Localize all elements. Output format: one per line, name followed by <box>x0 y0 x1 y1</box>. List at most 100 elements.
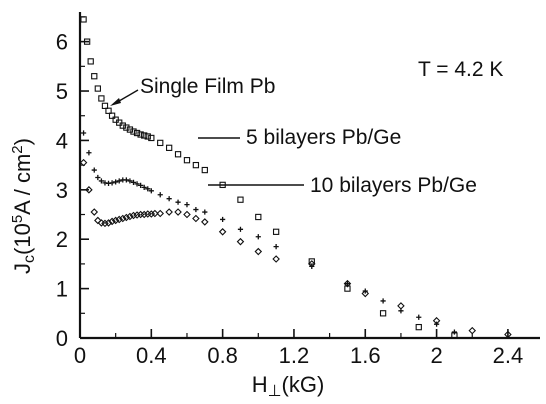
10-bilayers-pb-ge-point <box>432 316 441 325</box>
5-bilayers-pb-ge-point <box>91 167 97 173</box>
single-film-pb-point <box>94 85 101 92</box>
single-film-pb-point <box>123 124 130 131</box>
single-film-pb-point <box>80 16 87 23</box>
10-bilayers-pb-ge-point <box>151 209 159 218</box>
10-bilayers-pb-ge-point <box>133 211 141 219</box>
5-bilayers-pb-ge-point <box>134 181 140 187</box>
10-bilayers-pb-ge-point <box>236 237 245 246</box>
5-bilayers-pb-ge-point <box>157 192 163 198</box>
y-title-main: J <box>10 263 35 274</box>
10-bilayers-pb-ge-point <box>343 279 352 288</box>
x-title-main: H <box>252 372 268 397</box>
10-bilayers-pb-ge-point <box>90 208 99 216</box>
10-bilayers-pb-ge-point <box>192 214 200 223</box>
single-film-pb-point <box>130 128 137 135</box>
10-bilayers-pb-ge-point <box>218 228 227 236</box>
10-bilayers-pb-ge-point <box>140 210 148 219</box>
y-tick-label: 1 <box>56 277 68 302</box>
single-film-pb-point <box>157 139 164 147</box>
10-bilayers-pb-ge-point <box>104 219 113 227</box>
x-tick-label: 2.4 <box>493 343 524 368</box>
y-axis-title: Jc(105A / cm2) <box>9 138 39 274</box>
x-tick-label: 0 <box>74 343 86 368</box>
single-film-label: Single Film Pb <box>140 75 275 98</box>
5-bilayers-pb-ge-point <box>116 178 122 184</box>
single-film-pb-point <box>83 38 91 45</box>
10-bilayers-pb-ge-point <box>504 330 512 339</box>
single-film-pb-point <box>87 58 94 65</box>
5-bilayers-pb-ge-point <box>109 180 115 186</box>
10-bilayers-pb-ge-point <box>174 208 182 216</box>
5-bilayers-pb-ge-point <box>193 206 199 213</box>
single-film-pb-point <box>105 107 112 114</box>
five-bilayer-label: 5 bilayers Pb/Ge <box>246 126 401 149</box>
y-title-end: ) <box>10 138 35 145</box>
10-bilayers-pb-ge-point <box>397 302 405 310</box>
5-bilayers-pb-ge-point <box>451 329 458 335</box>
10-bilayers-pb-ge-point <box>101 219 109 228</box>
y-title-mid: (10 <box>10 223 35 255</box>
y-title-sub: c <box>21 255 38 263</box>
single-film-pb-point <box>133 129 141 137</box>
10-bilayers-pb-ge-point <box>108 217 116 226</box>
10-bilayers-pb-ge-point <box>254 247 263 256</box>
5-bilayers-pb-ge-point <box>98 178 104 184</box>
5-bilayers-pb-ge-point <box>80 130 87 136</box>
10-bilayers-pb-ge-point <box>183 210 191 219</box>
5-bilayers-pb-ge-point <box>344 281 351 287</box>
5-bilayers-pb-ge-point <box>127 178 133 184</box>
5-bilayers-pb-ge-point <box>237 226 244 232</box>
10-bilayers-pb-ge-point <box>468 326 477 335</box>
5-bilayers-pb-ge-point <box>113 179 119 185</box>
single-film-pb-point <box>272 228 280 235</box>
single-film-pb-point <box>126 126 134 133</box>
x-title-tail: (kG) <box>282 372 325 397</box>
5-bilayers-pb-ge-point <box>380 298 386 304</box>
10-bilayers-pb-ge-point <box>79 158 88 167</box>
10-bilayers-pb-ge-point <box>115 215 124 224</box>
x-axis-title: H⊥(kG) <box>252 372 325 400</box>
single-film-pb-point <box>201 166 208 174</box>
5-bilayers-pb-ge-point <box>86 150 92 156</box>
single-film-pb-point <box>379 310 387 317</box>
ten-bilayer-label: 10 bilayers Pb/Ge <box>310 174 477 197</box>
single-film-pb-point <box>98 95 105 102</box>
y-title-sup2: 2 <box>9 145 26 153</box>
5-bilayers-pb-ge-point <box>255 234 261 240</box>
y-title-sup: 5 <box>9 215 26 223</box>
ticks-layer: 0 0.4 0.8 1.2 1.6 2 2.4 0 1 2 3 4 5 6 <box>56 16 524 368</box>
x-tick-label: 0.4 <box>136 343 167 368</box>
y-tick-label: 5 <box>56 79 68 104</box>
5-bilayers-pb-ge-point <box>416 314 422 320</box>
5-bilayers-pb-ge-point <box>95 174 101 181</box>
x-tick-label: 0.8 <box>207 343 238 368</box>
y-tick-label: 4 <box>56 128 68 153</box>
y-tick-label: 3 <box>56 178 68 203</box>
temperature-annotation: T = 4.2 K <box>418 58 503 81</box>
y-tick-label: 2 <box>56 227 68 252</box>
single-film-pb-point <box>174 151 182 158</box>
10-bilayers-pb-ge-point <box>361 289 370 298</box>
5-bilayers-pb-ge-point <box>175 199 181 205</box>
10-bilayers-pb-ge-point <box>119 214 127 223</box>
single-film-pb-point <box>119 122 126 129</box>
5-bilayers-pb-ge-point <box>141 184 147 190</box>
10-bilayers-pb-ge-point <box>147 210 156 218</box>
single-film-pb-point <box>183 157 191 164</box>
single-film-pb-point <box>237 196 244 203</box>
x-tick-label: 1.6 <box>350 343 381 368</box>
x-tick-label: 2 <box>430 343 442 368</box>
10-bilayers-pb-ge-point <box>129 211 138 220</box>
10-bilayers-pb-ge-point <box>156 209 165 218</box>
10-bilayers-pb-ge-point <box>94 216 102 225</box>
10-bilayers-pb-ge-point <box>165 208 173 216</box>
10-bilayers-pb-ge-point <box>111 216 120 225</box>
single-film-pb-point <box>192 161 200 169</box>
5-bilayers-pb-ge-point <box>202 209 208 215</box>
single-film-arrowhead <box>110 98 121 106</box>
10-bilayers-pb-ge-point <box>85 186 93 194</box>
single-film-pb-point <box>137 131 144 138</box>
10-bilayers-pb-ge-point <box>272 255 280 263</box>
